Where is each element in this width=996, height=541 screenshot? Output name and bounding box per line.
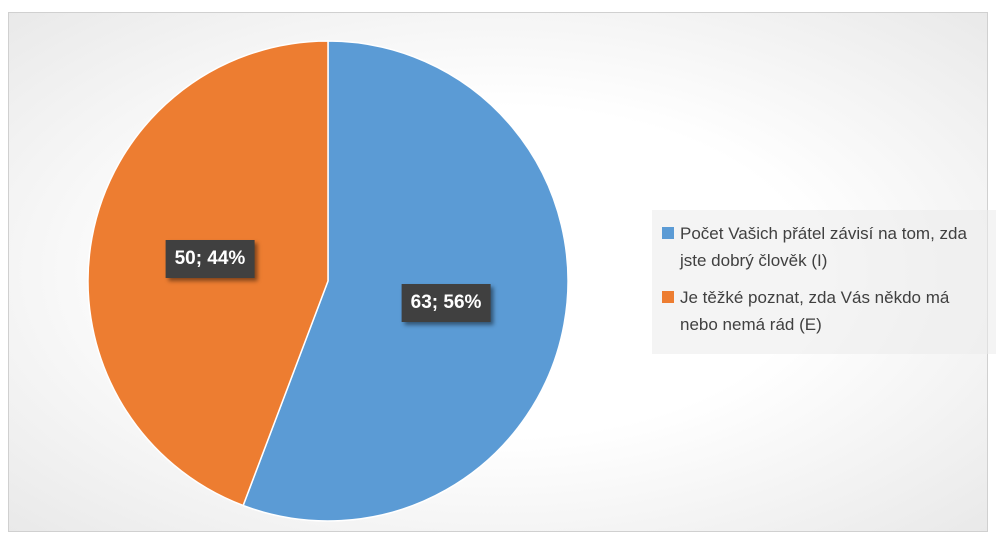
legend-swatch <box>662 291 674 303</box>
data-label: 50; 44% <box>165 240 255 279</box>
legend-item: Počet Vašich přátel závisí na tom, zda j… <box>658 220 992 274</box>
data-label: 63; 56% <box>401 283 491 322</box>
legend-label: Počet Vašich přátel závisí na tom, zda j… <box>680 224 967 270</box>
legend-label: Je těžké poznat, zda Vás někdo má nebo n… <box>680 288 950 334</box>
legend-swatch <box>662 227 674 239</box>
legend-item: Je těžké poznat, zda Vás někdo má nebo n… <box>658 284 992 338</box>
legend: Počet Vašich přátel závisí na tom, zda j… <box>652 210 996 354</box>
pie-slice <box>242 40 569 522</box>
